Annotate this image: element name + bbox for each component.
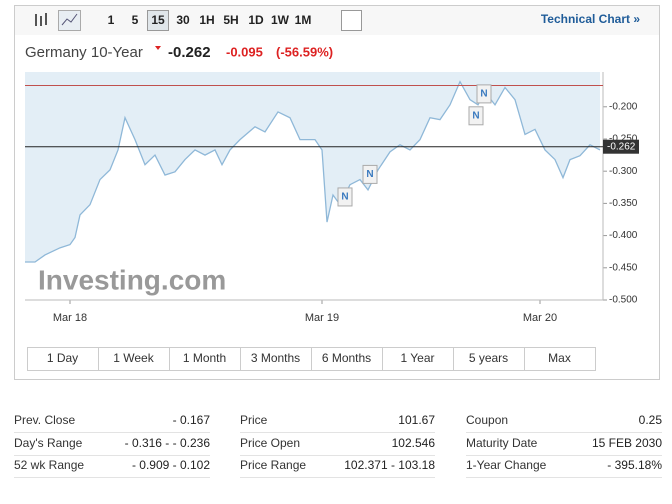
news-marker[interactable] — [362, 164, 378, 184]
news-marker-label: N — [366, 169, 373, 180]
y-tick-label: -0.200 — [609, 101, 638, 112]
interval-button[interactable]: 30 — [176, 13, 190, 27]
interval-button[interactable]: 1 — [108, 13, 115, 27]
range-label: 3 Months — [251, 351, 300, 365]
stat-label: Price Range — [240, 458, 306, 472]
y-tick-label: -0.350 — [609, 198, 638, 209]
interval-selected — [147, 10, 169, 31]
instrument-name: Germany 10-Year — [25, 44, 143, 61]
stat-label: 52 wk Range — [14, 458, 84, 472]
toolbar — [15, 6, 659, 35]
news-marker[interactable] — [476, 84, 492, 104]
y-tick-label: -0.300 — [609, 166, 638, 177]
range-label: 1 Week — [113, 351, 154, 365]
range-label: 1 Month — [183, 351, 226, 365]
stat-value: - 0.316 - - 0.236 — [125, 436, 211, 450]
candle-icon-glyph — [35, 13, 47, 26]
range-label: 1 Year — [400, 351, 434, 365]
y-tick-label: -0.250 — [609, 134, 638, 145]
stat-value: 102.371 - 103.18 — [344, 458, 435, 472]
watermark: Investing.com — [38, 264, 226, 295]
interval-button[interactable]: 5H — [223, 13, 238, 27]
y-tick-label: -0.500 — [609, 295, 638, 306]
price-line — [25, 80, 601, 263]
x-tick-label: Mar 20 — [523, 312, 557, 324]
y-tick-label: -0.450 — [609, 262, 638, 273]
news-marker-label: N — [341, 192, 348, 203]
stat-label: Prev. Close — [14, 413, 75, 427]
range-label: 5 years — [469, 351, 508, 365]
stat-value: 102.546 — [392, 436, 436, 450]
range-label: Max — [548, 351, 571, 365]
area — [25, 72, 600, 262]
stat-label: Maturity Date — [466, 436, 538, 450]
change: -0.095 — [226, 44, 263, 59]
x-tick-label: Mar 18 — [53, 312, 87, 324]
range-label: 6 Months — [322, 351, 371, 365]
interval-button[interactable]: 1H — [199, 13, 214, 27]
chart-type-icons[interactable] — [30, 10, 362, 32]
down-arrow — [155, 46, 161, 50]
stat-value: 0.25 — [639, 413, 663, 427]
stat-value: 15 FEB 2030 — [592, 436, 662, 450]
range-label: 1 Day — [47, 351, 78, 365]
stat-label: Coupon — [466, 413, 508, 427]
stat-label: Price — [240, 413, 268, 427]
price-tag-label: -0.262 — [607, 141, 636, 152]
technical-chart-link[interactable]: Technical Chart » — [541, 12, 640, 26]
change-pct: (-56.59%) — [276, 44, 333, 59]
interval-button[interactable]: 1W — [271, 13, 290, 27]
line-icon-glyph — [61, 13, 78, 26]
news-marker[interactable] — [337, 187, 353, 207]
price-tag — [603, 139, 639, 154]
interval-button[interactable]: 1D — [248, 13, 264, 27]
interval-button[interactable]: 1M — [295, 13, 312, 27]
stat-label: Day's Range — [14, 436, 83, 450]
stat-label: Price Open — [240, 436, 300, 450]
x-tick-label: Mar 19 — [305, 312, 339, 324]
stat-value: - 0.167 — [173, 413, 211, 427]
news-marker[interactable] — [468, 106, 484, 126]
last-price: -0.262 — [168, 44, 211, 61]
stat-label: 1-Year Change — [466, 458, 547, 472]
news-marker-label: N — [480, 89, 487, 100]
range-button[interactable] — [524, 347, 596, 371]
interval-button[interactable]: 5 — [132, 13, 139, 27]
stat-value: - 0.909 - 0.102 — [132, 458, 210, 472]
settings-icon[interactable] — [341, 10, 362, 31]
stat-value: 101.67 — [398, 413, 435, 427]
stat-value: - 395.18% — [607, 458, 662, 472]
y-tick-label: -0.400 — [609, 230, 638, 241]
interval-button[interactable]: 15 — [151, 13, 165, 27]
news-marker-label: N — [472, 110, 479, 121]
